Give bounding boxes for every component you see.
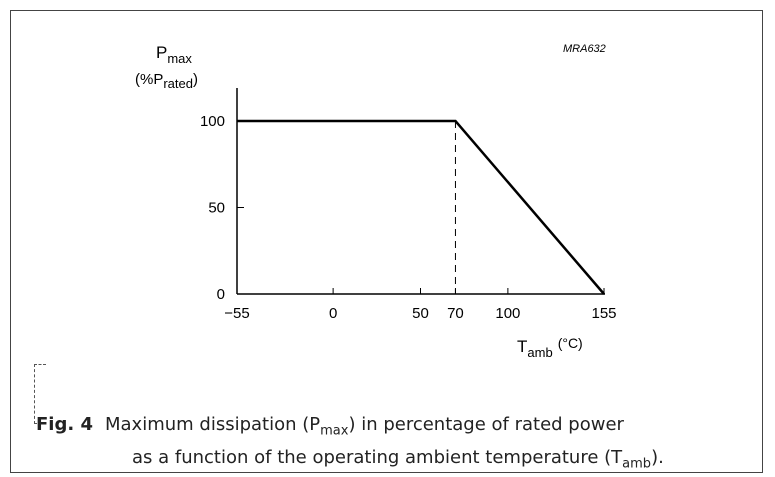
- x-tick-label: −55: [224, 305, 249, 322]
- caption-line2: as a function of the operating ambient t…: [36, 445, 664, 477]
- caption-line1-a: Maximum dissipation (P: [104, 414, 321, 435]
- y-axis-unit: (%Prated): [135, 71, 198, 91]
- y-tick-label: 0: [217, 286, 225, 303]
- y-unit-suffix: ): [193, 71, 198, 88]
- x-tick-label: 100: [495, 305, 520, 322]
- x-label-sub: amb: [527, 345, 552, 360]
- x-unit: (°C): [558, 335, 583, 351]
- fig-label: Fig. 4: [36, 414, 93, 435]
- figure-frame: [10, 10, 763, 473]
- x-tick-label: 50: [412, 305, 429, 322]
- x-label-main: T: [517, 337, 527, 356]
- caption-line2-a: as a function of the operating ambient t…: [132, 446, 623, 468]
- y-tick-label: 50: [208, 200, 225, 217]
- caption-bracket: [34, 364, 46, 424]
- caption-line1-sub: max: [320, 423, 349, 439]
- y-label-sub: max: [167, 51, 192, 66]
- x-tick-label: 0: [329, 305, 337, 322]
- y-tick-label: 100: [200, 113, 225, 130]
- code-label: MRA632: [563, 43, 606, 55]
- y-unit-prefix: (%P: [135, 71, 163, 88]
- caption-line2-b: ).: [651, 446, 664, 468]
- x-tick-label: 70: [447, 305, 464, 322]
- caption-line2-sub: amb: [622, 456, 652, 472]
- y-unit-sub: rated: [163, 76, 193, 91]
- series-line: [237, 119, 605, 295]
- y-label-main: P: [156, 43, 167, 62]
- figure-caption: Fig. 4 Maximum dissipation (Pmax) in perc…: [36, 412, 664, 477]
- x-tick-label: 155: [591, 305, 616, 322]
- caption-line1-b: ) in percentage of rated power: [348, 414, 624, 435]
- y-axis-label: Pmax: [156, 43, 192, 66]
- x-axis-label: Tamb (°C): [517, 335, 583, 360]
